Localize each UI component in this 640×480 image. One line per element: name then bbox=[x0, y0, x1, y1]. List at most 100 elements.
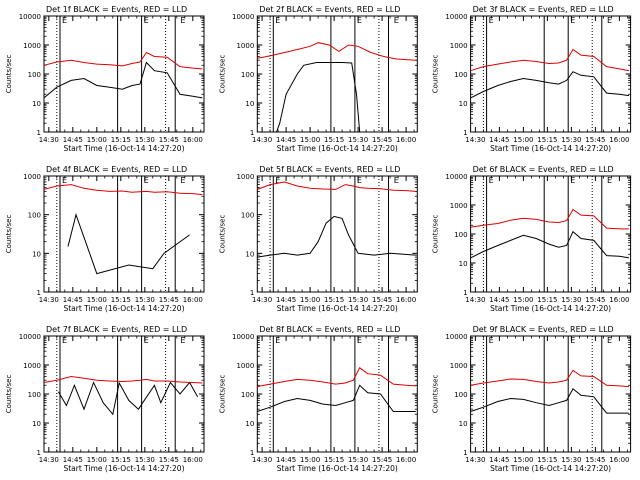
event-marker-label: E bbox=[275, 16, 280, 25]
y-tick-label: 1000 bbox=[236, 42, 254, 50]
y-tick-label: 100 bbox=[454, 391, 467, 399]
x-tick-label: 15:30 bbox=[348, 296, 368, 304]
events-series-line bbox=[470, 388, 629, 414]
x-tick-label: 15:30 bbox=[348, 456, 368, 464]
axes-frame bbox=[43, 175, 205, 293]
x-axis-label: Start Time (16-Oct-14 14:27:20) bbox=[490, 144, 611, 153]
event-marker-label: E bbox=[180, 16, 185, 25]
y-tick-label: 100 bbox=[241, 212, 254, 220]
event-marker-label: E bbox=[357, 336, 362, 345]
event-marker-label: E bbox=[489, 176, 494, 185]
panel-det-1: Det 1f BLACK = Events, RED = LLD 1 10 100 10… bbox=[5, 5, 205, 153]
x-tick-label: 15:00 bbox=[87, 296, 107, 304]
event-marker-label: E bbox=[607, 336, 612, 345]
y-axis-label: Counts/sec bbox=[5, 55, 13, 94]
panel-det-4: Det 4f BLACK = Events, RED = LLD 1 10 100 10… bbox=[5, 165, 205, 313]
x-axis-label: Start Time (16-Oct-14 14:27:20) bbox=[63, 304, 184, 313]
panel-det-9: Det 9f BLACK = Events, RED = LLD 1 10 100 10… bbox=[432, 325, 632, 473]
event-marker-label: E bbox=[394, 176, 399, 185]
x-tick-label: 15:30 bbox=[135, 136, 155, 144]
events-series-line bbox=[57, 381, 199, 416]
event-marker-label: E bbox=[62, 336, 67, 345]
x-axis-label: Start Time (16-Oct-14 14:27:20) bbox=[490, 304, 611, 313]
y-tick-label: 100 bbox=[28, 391, 41, 399]
x-tick-label: 15:15 bbox=[111, 456, 131, 464]
y-tick-label: 1 bbox=[250, 449, 254, 457]
x-tick-label: 16:00 bbox=[183, 456, 203, 464]
lld-series-line bbox=[43, 375, 203, 384]
panel-det-7: Det 7f BLACK = Events, RED = LLD 1 10 100 10… bbox=[5, 325, 205, 473]
y-tick-label: 1 bbox=[37, 289, 41, 297]
event-marker-label: E bbox=[489, 16, 494, 25]
events-series-line bbox=[257, 384, 416, 412]
y-tick-label: 10000 bbox=[232, 13, 254, 21]
events-series-line bbox=[470, 71, 630, 99]
event-marker-label: E bbox=[144, 16, 149, 25]
events-series-line bbox=[67, 212, 190, 275]
x-tick-label: 14:45 bbox=[63, 456, 83, 464]
y-tick-label: 1000 bbox=[23, 42, 41, 50]
x-tick-label: 14:30 bbox=[252, 456, 272, 464]
x-tick-label: 16:00 bbox=[396, 136, 416, 144]
panel-det-6: Det 6f BLACK = Events, RED = LLD 1 10 100 10… bbox=[432, 165, 632, 313]
y-tick-label: 10 bbox=[459, 420, 468, 428]
y-tick-label: 1000 bbox=[236, 173, 254, 181]
y-tick-label: 100 bbox=[28, 71, 41, 79]
lld-series-line bbox=[470, 48, 630, 72]
lld-series-line bbox=[470, 369, 630, 388]
y-tick-label: 1 bbox=[250, 289, 254, 297]
panel-title: Det 4f BLACK = Events, RED = LLD bbox=[46, 165, 187, 174]
panel-det-3: Det 3f BLACK = Events, RED = LLD 1 10 100 10… bbox=[432, 5, 632, 153]
event-marker-label: E bbox=[180, 176, 185, 185]
x-tick-label: 15:30 bbox=[561, 136, 581, 144]
event-marker-label: E bbox=[570, 176, 575, 185]
y-tick-label: 10000 bbox=[232, 333, 254, 341]
axes-frame bbox=[256, 175, 418, 293]
y-tick-label: 10000 bbox=[445, 13, 467, 21]
lld-series-line bbox=[43, 184, 203, 196]
panel-det-5: Det 5f BLACK = Events, RED = LLD 1 10 100 10… bbox=[218, 165, 418, 313]
x-axis-label: Start Time (16-Oct-14 14:27:20) bbox=[63, 464, 184, 473]
x-tick-label: 15:00 bbox=[300, 136, 320, 144]
y-tick-label: 1000 bbox=[450, 362, 468, 370]
panel-title: Det 5f BLACK = Events, RED = LLD bbox=[259, 165, 400, 174]
x-tick-label: 16:00 bbox=[609, 456, 629, 464]
x-axis-label: Start Time (16-Oct-14 14:27:20) bbox=[490, 464, 611, 473]
y-tick-label: 10 bbox=[32, 250, 41, 258]
y-axis-label: Counts/sec bbox=[5, 215, 13, 254]
x-tick-label: 15:00 bbox=[513, 456, 533, 464]
y-tick-label: 1 bbox=[463, 289, 467, 297]
x-tick-label: 15:15 bbox=[324, 296, 344, 304]
event-marker-label: E bbox=[144, 336, 149, 345]
x-tick-label: 15:45 bbox=[585, 456, 605, 464]
x-tick-label: 14:45 bbox=[63, 296, 83, 304]
panel-det-8: Det 8f BLACK = Events, RED = LLD 1 10 100 10… bbox=[218, 325, 418, 473]
event-marker-label: E bbox=[394, 336, 399, 345]
axes-frame bbox=[470, 175, 632, 293]
axes-frame bbox=[470, 335, 632, 453]
y-tick-label: 100 bbox=[454, 231, 467, 239]
x-tick-label: 15:30 bbox=[561, 456, 581, 464]
x-tick-label: 15:45 bbox=[372, 136, 392, 144]
y-tick-label: 10 bbox=[245, 250, 254, 258]
axes-frame bbox=[470, 15, 632, 133]
axes-frame bbox=[256, 335, 418, 453]
x-tick-label: 15:30 bbox=[135, 296, 155, 304]
y-tick-label: 10 bbox=[245, 420, 254, 428]
y-tick-label: 10000 bbox=[445, 333, 467, 341]
events-series-line bbox=[43, 61, 203, 99]
x-tick-label: 15:45 bbox=[585, 136, 605, 144]
panel-title: Det 8f BLACK = Events, RED = LLD bbox=[259, 325, 400, 334]
x-tick-label: 14:30 bbox=[39, 296, 59, 304]
x-axis-label: Start Time (16-Oct-14 14:27:20) bbox=[63, 144, 184, 153]
y-tick-label: 100 bbox=[454, 71, 467, 79]
x-tick-label: 15:30 bbox=[135, 456, 155, 464]
y-axis-label: Counts/sec bbox=[5, 375, 13, 414]
event-marker-label: E bbox=[275, 336, 280, 345]
x-tick-label: 14:45 bbox=[276, 296, 296, 304]
x-tick-label: 15:15 bbox=[324, 136, 344, 144]
y-tick-label: 10000 bbox=[445, 173, 467, 181]
x-tick-label: 15:15 bbox=[537, 296, 557, 304]
x-tick-label: 14:30 bbox=[465, 296, 485, 304]
